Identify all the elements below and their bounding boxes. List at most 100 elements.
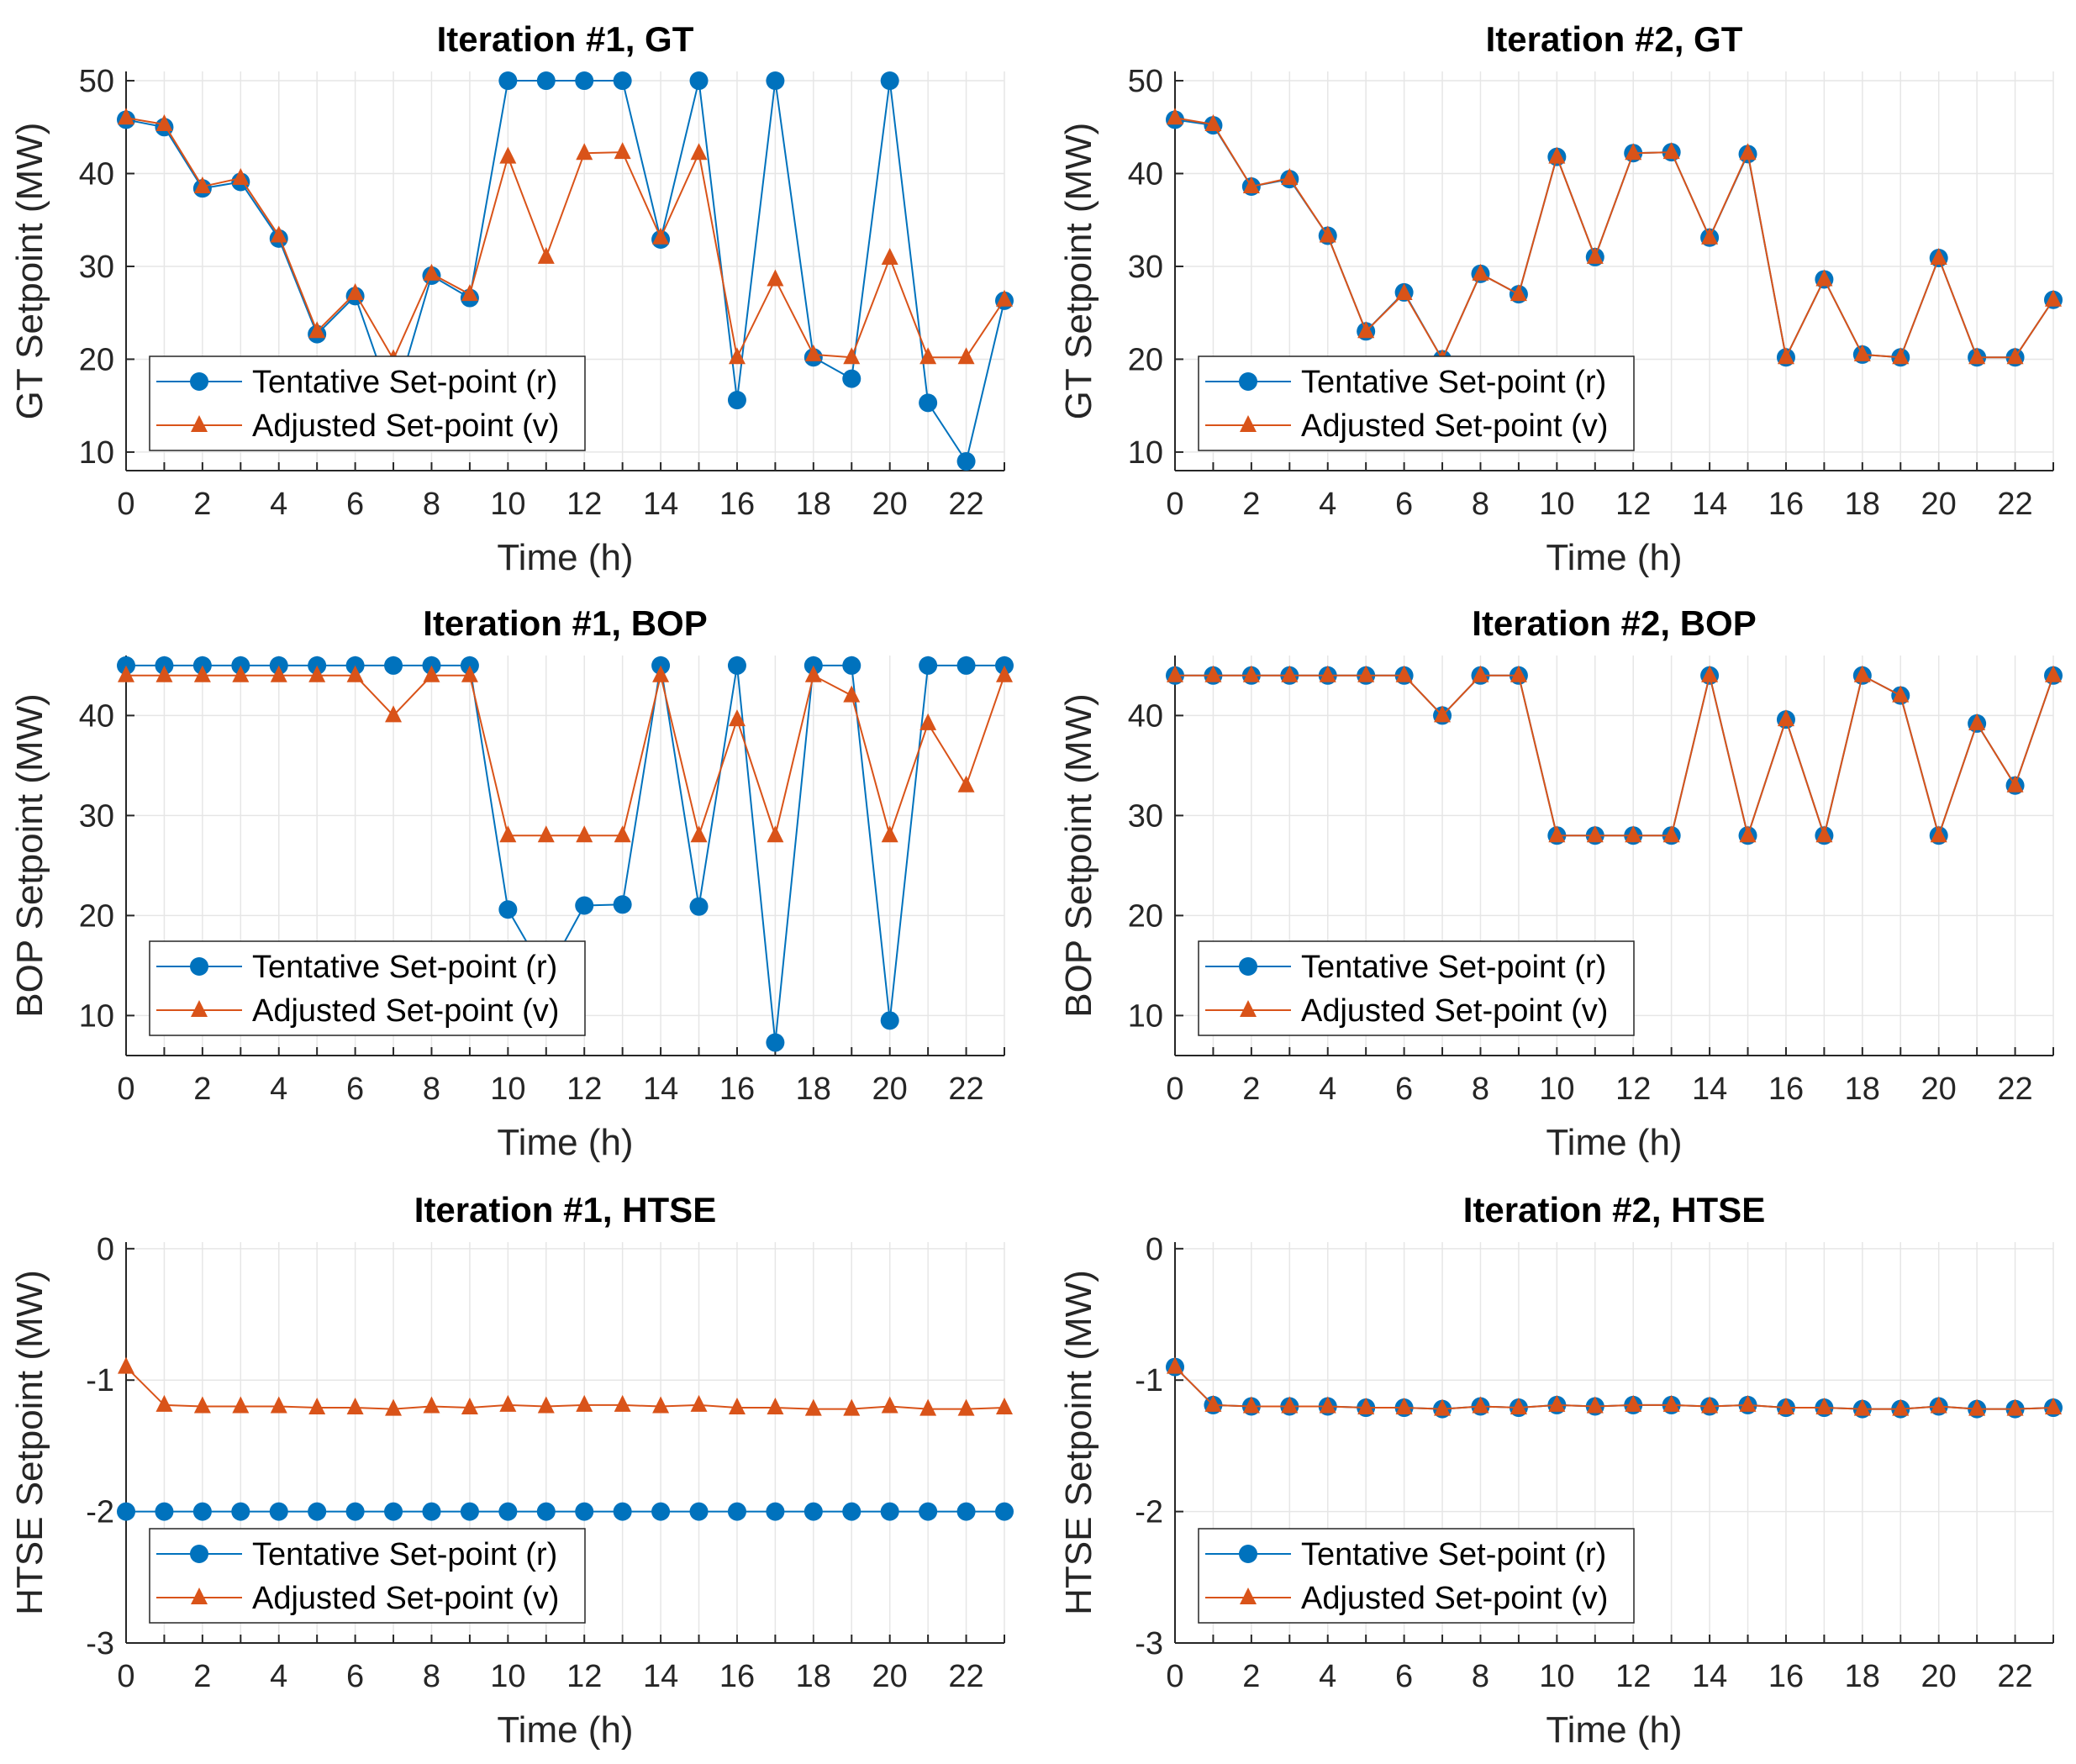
x-tick-label: 10 [490, 1072, 525, 1107]
adjusted-point [1548, 146, 1566, 164]
x-tick-label: 10 [490, 1659, 525, 1694]
adjusted-point [118, 1356, 134, 1374]
y-axis-label: HTSE Setpoint (MW) [9, 1270, 50, 1615]
adjusted-point [843, 685, 861, 703]
y-tick-label: 10 [79, 435, 114, 471]
adjusted-point [576, 143, 593, 161]
chart-title: Iteration #1, BOP [423, 603, 707, 643]
y-tick-label: 20 [1128, 342, 1163, 377]
y-axis-label: BOP Setpoint (MW) [1058, 693, 1099, 1018]
x-tick-label: 22 [1997, 1072, 2032, 1107]
x-tick-label: 10 [1539, 1659, 1574, 1694]
x-tick-label: 6 [1395, 487, 1413, 522]
y-tick-label: -1 [1135, 1363, 1163, 1398]
adjusted-point [652, 227, 670, 245]
adjusted-point [1739, 143, 1757, 161]
tentative-point [766, 71, 785, 91]
adjusted-point [499, 825, 517, 843]
legend-adjusted-label: Adjusted Set-point (v) [1301, 993, 1608, 1029]
x-axis-label: Time (h) [1546, 1709, 1682, 1751]
adjusted-point [537, 1396, 555, 1414]
adjusted-point [1204, 113, 1222, 131]
tentative-point [651, 1502, 671, 1521]
x-tick-label: 8 [423, 1659, 440, 1694]
adjusted-point [728, 1398, 746, 1415]
adjusted-point [1548, 1394, 1566, 1412]
x-tick-label: 18 [1845, 487, 1880, 522]
adjusted-point [1586, 246, 1604, 264]
y-tick-label: 30 [79, 798, 114, 834]
y-tick-label: 40 [79, 157, 114, 192]
legend-adjusted-marker [1240, 1000, 1257, 1017]
x-tick-label: 4 [270, 487, 287, 522]
adjusted-point [1625, 825, 1642, 843]
tentative-point [575, 71, 594, 91]
adjusted-point [1434, 1398, 1452, 1416]
adjusted-point [881, 248, 898, 266]
adjusted-point [499, 1394, 517, 1412]
adjusted-point [957, 347, 975, 365]
adjusted-point [1357, 1398, 1375, 1415]
tentative-point [498, 71, 518, 91]
adjusted-point [193, 176, 211, 193]
y-tick-label: 40 [1128, 698, 1163, 734]
x-tick-label: 2 [1242, 1072, 1260, 1107]
adjusted-point [1701, 1396, 1719, 1414]
legend: Tentative Set-point (r) Adjusted Set-poin… [149, 355, 586, 451]
adjusted-point [2006, 347, 2024, 365]
tentative-point [575, 1502, 594, 1521]
adjusted-point [385, 705, 403, 723]
adjusted-point [346, 665, 364, 682]
x-tick-label: 2 [1242, 1659, 1260, 1694]
tentative-point [880, 1011, 899, 1030]
adjusted-point [1739, 1394, 1757, 1412]
tentative-point [117, 1502, 135, 1521]
adjusted-point [804, 1398, 822, 1416]
tentative-point [956, 451, 976, 471]
legend-box [1198, 355, 1635, 451]
x-tick-label: 22 [1997, 1659, 2032, 1694]
legend-box [149, 940, 586, 1036]
adjusted-point [1510, 665, 1527, 682]
x-axis-label: Time (h) [497, 1122, 633, 1163]
adjusted-point [308, 321, 326, 339]
adjusted-point [537, 825, 555, 843]
x-tick-label: 12 [1615, 1072, 1651, 1107]
x-tick-label: 18 [1845, 1072, 1880, 1107]
adjusted-point [1777, 347, 1794, 365]
adjusted-point [728, 709, 746, 727]
x-tick-label: 4 [1319, 1659, 1336, 1694]
chart-title: Iteration #1, HTSE [414, 1190, 716, 1230]
x-tick-label: 6 [1395, 1659, 1413, 1694]
x-tick-label: 2 [193, 1072, 211, 1107]
tentative-point [919, 1502, 938, 1521]
tentative-series-line [125, 80, 1005, 464]
x-tick-label: 14 [1692, 487, 1727, 522]
adjusted-point [843, 347, 861, 365]
adjusted-point [1701, 665, 1719, 682]
tentative-point [956, 656, 976, 675]
adjusted-point [308, 665, 326, 682]
tentative-point [880, 71, 899, 91]
x-axis-label: Time (h) [497, 537, 633, 578]
tentative-point [231, 1502, 250, 1521]
chart-panel-4: 0 2 4 6 8 10 12 14 16 18 20 22 10 20 30 40 Iteration #2,… [1058, 603, 2063, 1163]
x-tick-label: 16 [719, 1659, 755, 1694]
tentative-point [345, 1502, 365, 1521]
adjusted-point [1357, 665, 1375, 682]
legend-adjusted-label: Adjusted Set-point (v) [252, 408, 559, 444]
adjusted-point [461, 284, 478, 302]
legend-adjusted-label: Adjusted Set-point (v) [1301, 1581, 1608, 1616]
adjusted-point [1777, 1398, 1794, 1415]
chart-panel-3: 0 2 4 6 8 10 12 14 16 18 20 22 10 20 30 40 Iteration #1,… [9, 603, 1014, 1163]
y-tick-label: 10 [79, 998, 114, 1034]
adjusted-point [1777, 709, 1794, 727]
adjusted-point [1586, 825, 1604, 843]
legend-box [149, 1528, 586, 1624]
tentative-point [613, 1502, 632, 1521]
legend-tentative-label: Tentative Set-point (r) [1301, 950, 1606, 985]
adjusted-point [1510, 284, 1527, 302]
y-tick-label: 0 [1146, 1232, 1163, 1267]
data-layer [1166, 665, 2063, 845]
legend: Tentative Set-point (r) Adjusted Set-poin… [1198, 940, 1635, 1036]
